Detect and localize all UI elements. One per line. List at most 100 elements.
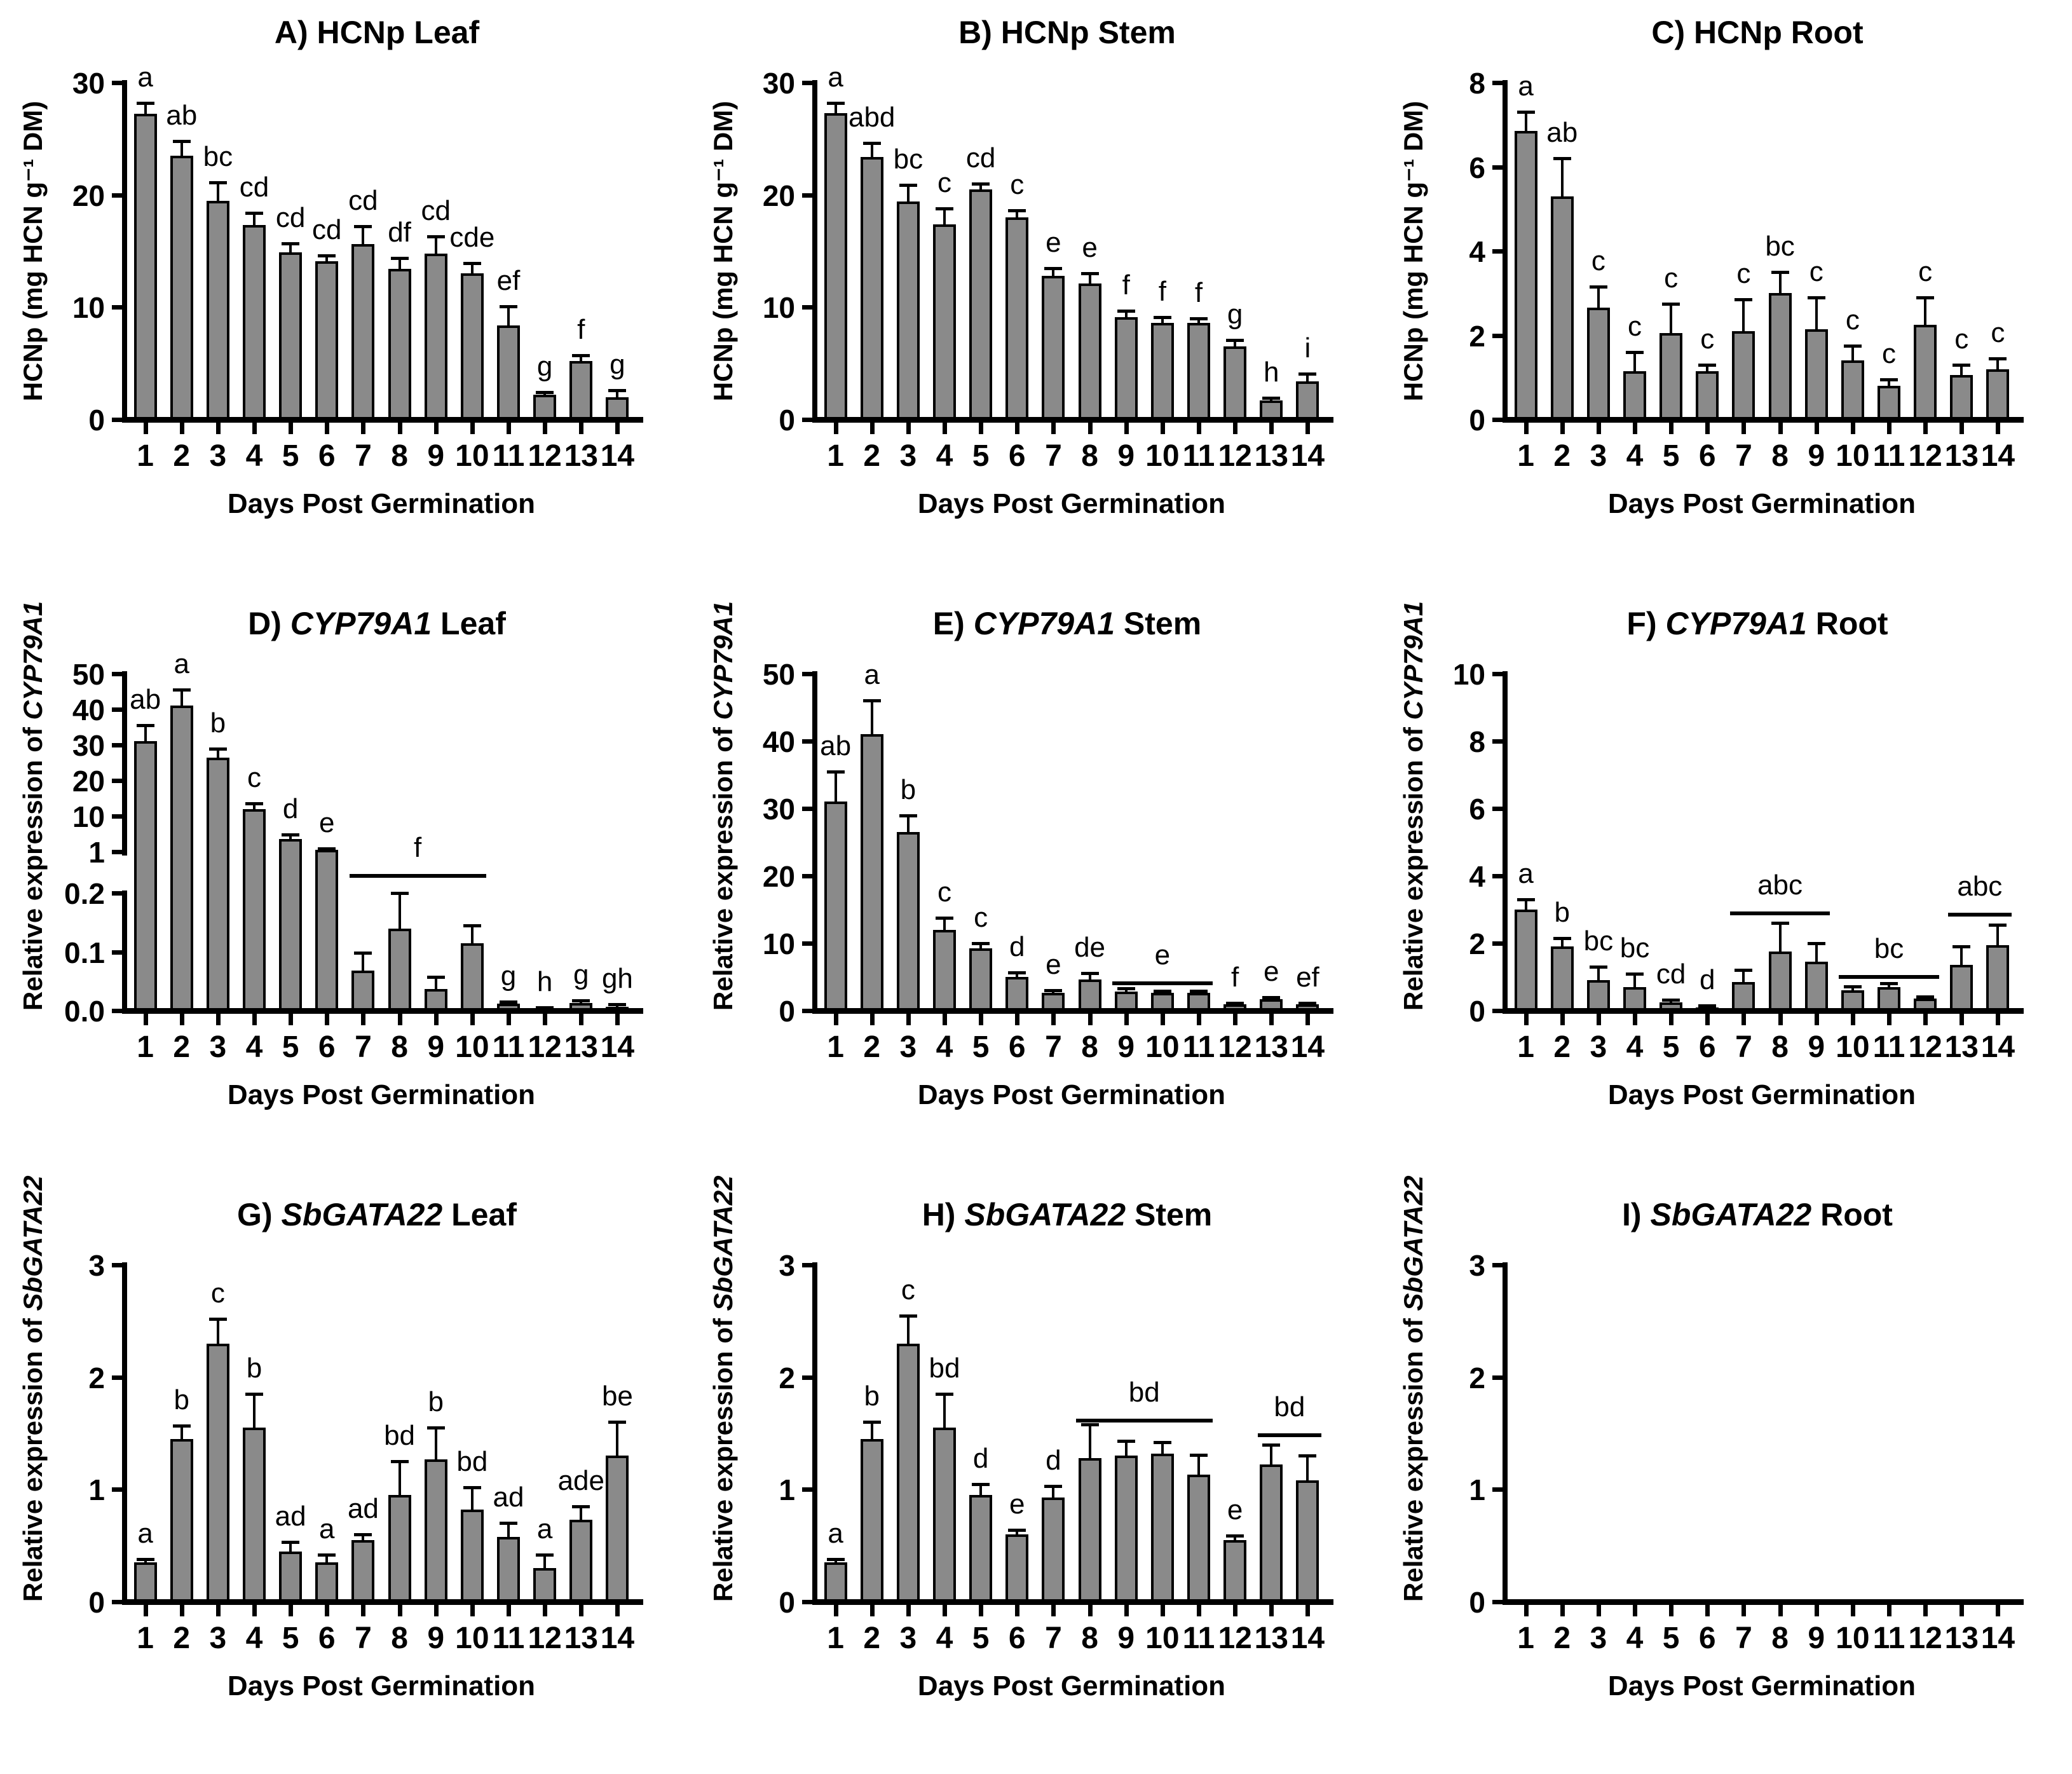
gene-name: SbGATA22 (1650, 1197, 1812, 1232)
bar-day-5 (279, 839, 303, 1011)
x-tick-mark (1814, 1605, 1819, 1616)
x-tick-mark (433, 1605, 439, 1616)
error-bar-cap (1117, 309, 1135, 313)
error-bar (543, 392, 547, 397)
error-bar-cap (318, 847, 336, 851)
gene-name: CYP79A1 (290, 606, 432, 641)
bar-day-12 (533, 395, 557, 420)
x-tick-mark (615, 1014, 620, 1025)
bar-day-12 (1223, 1539, 1247, 1602)
error-bar-cap (1044, 989, 1063, 993)
x-tick-label: 8 (1081, 1030, 1098, 1064)
x-tick-mark (179, 423, 184, 434)
error-bar (1633, 352, 1636, 372)
x-tick-mark (1633, 423, 1637, 434)
panel-title-text: A) HCNp Leaf (274, 15, 480, 50)
x-tick-mark (906, 1014, 911, 1025)
x-tick-mark (179, 1605, 184, 1616)
y-tick-mark (1492, 418, 1504, 422)
x-tick-label: 13 (564, 1030, 598, 1064)
x-tick-mark (1669, 1014, 1674, 1025)
error-bar-cap (572, 354, 590, 358)
bar-day-11 (1187, 323, 1210, 420)
group-sig-line (1075, 1419, 1213, 1423)
bar-day-8 (1768, 293, 1792, 420)
sig-letter: gh (601, 962, 633, 994)
x-tick-label: 11 (1182, 1621, 1215, 1655)
error-bar-cap (608, 389, 627, 393)
x-tick-mark (433, 423, 439, 434)
error-bar-cap (245, 802, 263, 806)
bar-day-11 (497, 325, 520, 420)
x-tick-label: 13 (1944, 1030, 1979, 1064)
error-bar (470, 925, 474, 945)
error-bar-cap (608, 1421, 627, 1424)
bar-day-6 (1696, 1007, 1719, 1013)
y-tick-label: 50 (762, 658, 795, 691)
x-tick-mark (252, 1014, 257, 1025)
x-tick-mark (1887, 1605, 1891, 1616)
panel-title-text: B) HCNp Stem (958, 15, 1176, 50)
sig-letter: be (601, 1381, 633, 1412)
sig-letter: bd (384, 1420, 416, 1452)
group-sig-line (1257, 1433, 1322, 1437)
group-sig-letter: e (1154, 939, 1171, 971)
bar-day-12 (533, 1009, 557, 1014)
x-tick-mark (1923, 423, 1928, 434)
sig-letter: c (1954, 323, 1969, 355)
bar-day-8 (1078, 1457, 1101, 1602)
error-bar (906, 815, 910, 834)
x-tick-mark (1269, 423, 1274, 434)
y-tick-label: 1 (1469, 1473, 1485, 1507)
x-tick-mark (906, 423, 911, 434)
error-bar (580, 355, 583, 363)
bar-day-5 (969, 1495, 993, 1602)
error-bar-cap (500, 1522, 517, 1525)
x-axis-line (812, 417, 1333, 423)
error-bar-cap (390, 892, 409, 895)
x-tick-label: 12 (1908, 1621, 1942, 1655)
sig-letter: g (610, 349, 625, 381)
y-tick-mark (112, 1009, 123, 1013)
error-bar-cap (500, 304, 517, 308)
y-axis-label: HCNp (mg HCN g⁻¹ DM) (705, 83, 741, 420)
sig-letter: a (137, 61, 153, 93)
sig-letter: e (1009, 1488, 1025, 1520)
x-tick-mark (325, 423, 330, 434)
x-axis-title: Days Post Germination (1607, 1670, 1916, 1702)
bar-day-5 (1660, 1002, 1683, 1011)
x-tick-mark (470, 1014, 475, 1025)
x-tick-mark (1233, 1014, 1238, 1025)
error-bar-cap (936, 207, 953, 210)
x-tick-label: 2 (173, 1621, 191, 1655)
x-tick-mark (615, 423, 620, 434)
error-bar-cap (862, 699, 881, 703)
error-bar (1778, 272, 1782, 295)
y-tick-mark (112, 193, 123, 198)
error-bar (1197, 318, 1200, 325)
sig-letter: a (864, 659, 880, 691)
x-tick-label: 13 (1944, 439, 1979, 473)
error-bar (325, 1554, 329, 1564)
error-bar (943, 208, 946, 226)
y-tick-label: 10 (72, 800, 105, 833)
x-tick-label: 9 (427, 1030, 445, 1064)
y-tick-mark (802, 81, 814, 85)
error-bar-cap (245, 1393, 263, 1396)
x-tick-mark (1197, 1605, 1201, 1616)
y-tick-label: 6 (1469, 793, 1485, 826)
x-tick-mark (1850, 1014, 1855, 1025)
sig-letter: cd (421, 195, 451, 227)
error-bar (1524, 112, 1527, 133)
y-tick-label: 30 (72, 729, 105, 762)
error-bar (398, 893, 401, 930)
y-tick-label: 3 (779, 1249, 795, 1282)
error-bar (434, 1428, 437, 1461)
y-tick-mark (802, 193, 814, 198)
x-tick-mark (543, 1605, 548, 1616)
group-sig-letter: f (414, 832, 422, 863)
sig-letter: b (428, 1386, 444, 1418)
y-tick-mark (1492, 165, 1504, 170)
y-tick-label: 0.2 (64, 877, 105, 910)
